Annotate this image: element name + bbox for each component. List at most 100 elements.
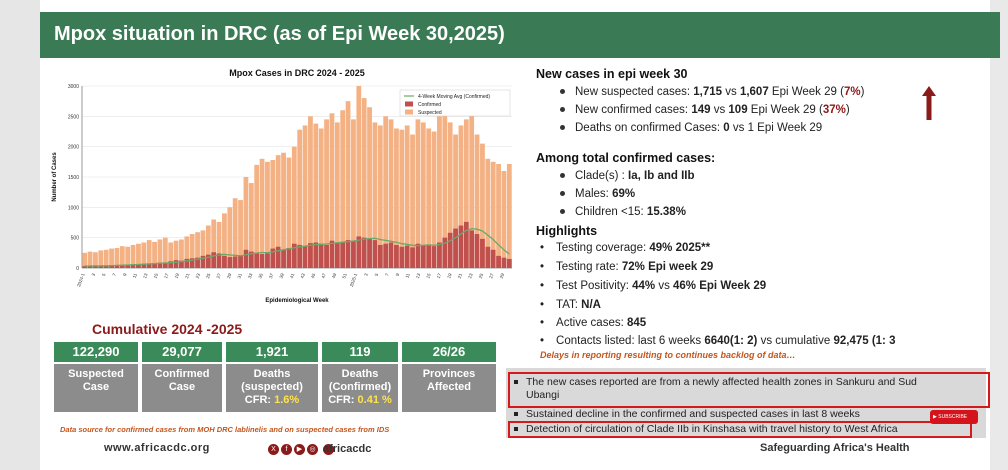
cfr-value: 0.41 % bbox=[357, 394, 392, 406]
bar-confirmed bbox=[340, 241, 346, 268]
bar-confirmed bbox=[93, 266, 98, 268]
y-tick-label: 3000 bbox=[68, 84, 79, 90]
x-tick-label: 9 bbox=[122, 272, 128, 277]
bar-confirmed bbox=[426, 245, 432, 268]
bullet-icon bbox=[514, 412, 518, 417]
bar-confirmed bbox=[485, 246, 491, 268]
x-tick-label: 15 bbox=[153, 272, 160, 279]
bar-suspected bbox=[351, 119, 356, 268]
new-cases-heading: New cases in epi week 30 bbox=[536, 67, 688, 81]
y-tick-label: 2000 bbox=[68, 145, 79, 151]
bar-suspected bbox=[125, 246, 131, 268]
clade-info: Clade(s) : Ia, Ib and IIb bbox=[560, 170, 695, 182]
bar-suspected bbox=[179, 239, 184, 268]
children-info: Children <15: 15.38% bbox=[560, 206, 686, 218]
x-tick-label: 3 bbox=[363, 272, 369, 277]
stat-confirmed-cases: 29,077 Confirmed Case bbox=[142, 342, 222, 412]
instagram-icon[interactable]: ◎ bbox=[307, 444, 318, 456]
subscribe-button[interactable]: ▶ SUBSCRIBE bbox=[930, 410, 978, 424]
highlight-box-clade-iib bbox=[508, 421, 972, 438]
bar-confirmed bbox=[351, 241, 356, 268]
bar-confirmed bbox=[275, 246, 281, 268]
bar-confirmed bbox=[200, 255, 206, 268]
footer-url[interactable]: www.africacdc.org bbox=[104, 442, 210, 454]
bar-confirmed bbox=[179, 260, 184, 268]
bar-confirmed bbox=[222, 255, 227, 268]
test-positivity: • Test Positivity: 44% vs 46% Epi Week 29 bbox=[540, 280, 767, 292]
bar-suspected bbox=[281, 152, 286, 268]
total-confirmed-heading: Among total confirmed cases: bbox=[536, 151, 716, 165]
bar-suspected bbox=[173, 240, 179, 268]
bar-suspected bbox=[286, 157, 292, 268]
x-tick-label: 13 bbox=[142, 272, 149, 279]
contacts-listed: • Contacts listed: last 6 weeks 6640(1: 2… bbox=[540, 335, 896, 347]
x-tick-label: 3 bbox=[91, 272, 97, 277]
stat-label: Deaths (suspected) CFR: 1.6% bbox=[226, 364, 318, 412]
x-tick-label: 15 bbox=[425, 272, 432, 279]
bar-confirmed bbox=[189, 258, 195, 268]
x-tick-label: 47 bbox=[320, 272, 327, 279]
bar-suspected bbox=[205, 225, 211, 268]
bar-confirmed bbox=[404, 245, 410, 268]
bar-suspected bbox=[130, 244, 136, 268]
x-tick-label: 7 bbox=[112, 272, 118, 277]
x-tick-label: 11 bbox=[132, 272, 138, 279]
bullet-icon bbox=[514, 380, 518, 385]
bar-suspected bbox=[469, 113, 475, 268]
bar-suspected bbox=[222, 213, 227, 268]
x-tick-label: 31 bbox=[237, 272, 244, 279]
bar-suspected bbox=[324, 119, 329, 268]
bar-confirmed bbox=[211, 252, 217, 268]
bar-suspected bbox=[356, 86, 362, 268]
bar-confirmed bbox=[130, 264, 136, 268]
youtube-icon[interactable]: ▶ bbox=[294, 444, 305, 456]
bullet-icon bbox=[560, 125, 565, 131]
x-tick-label: 2025-1 bbox=[349, 272, 359, 287]
stat-label: Confirmed Case bbox=[142, 364, 222, 412]
bar-suspected bbox=[265, 161, 270, 268]
x-icon[interactable]: X bbox=[268, 444, 279, 456]
bar-suspected bbox=[184, 236, 190, 268]
bar-confirmed bbox=[313, 242, 319, 268]
bar-suspected bbox=[82, 252, 88, 268]
bar-confirmed bbox=[297, 244, 303, 268]
cumulative-title: Cumulative 2024 -2025 bbox=[92, 321, 243, 337]
bar-confirmed bbox=[87, 265, 93, 268]
y-tick-label: 0 bbox=[76, 266, 79, 272]
bar-confirmed bbox=[216, 253, 222, 268]
facebook-icon[interactable]: f bbox=[281, 444, 292, 456]
bar-confirmed bbox=[173, 260, 179, 268]
new-suspected-cases: New suspected cases: 1,715 vs 1,607 Epi … bbox=[560, 86, 864, 98]
x-tick-label: 29 bbox=[499, 272, 506, 279]
bar-confirmed bbox=[431, 246, 437, 268]
x-tick-label: 23 bbox=[195, 272, 202, 279]
bar-confirmed bbox=[383, 243, 389, 268]
note-new-health-zones: The new cases reported are from a newly … bbox=[514, 376, 917, 388]
bar-suspected bbox=[463, 119, 469, 268]
bar-suspected bbox=[329, 113, 335, 268]
bar-suspected bbox=[119, 246, 125, 268]
bar-suspected bbox=[345, 101, 351, 268]
bar-suspected bbox=[442, 110, 448, 268]
bar-suspected bbox=[248, 183, 254, 268]
bar-suspected bbox=[361, 98, 367, 268]
active-cases: • Active cases: 845 bbox=[540, 317, 647, 329]
bar-suspected bbox=[447, 122, 453, 269]
x-tick-label: 2024-1 bbox=[76, 272, 86, 287]
bar-suspected bbox=[157, 239, 163, 268]
x-tick-label: 43 bbox=[299, 272, 306, 279]
x-tick-label: 7 bbox=[384, 272, 390, 277]
bar-suspected bbox=[383, 116, 389, 268]
bar-confirmed bbox=[474, 234, 480, 268]
cumulative-stats: 122,290 Suspected Case 29,077 Confirmed Ca… bbox=[54, 342, 496, 412]
y-axis-label: Number of Cases bbox=[52, 152, 58, 202]
chart-title: Mpox Cases in DRC 2024 - 2025 bbox=[229, 68, 365, 78]
data-source-note: Data source for confirmed cases from MOH… bbox=[60, 425, 390, 434]
youtube-icon: ▶ bbox=[933, 414, 937, 420]
bar-confirmed bbox=[109, 265, 114, 268]
y-tick-label: 1500 bbox=[68, 175, 79, 181]
stat-suspected-cases: 122,290 Suspected Case bbox=[54, 342, 138, 412]
highlights-heading: Highlights bbox=[536, 224, 598, 238]
bar-confirmed bbox=[125, 264, 131, 268]
x-tick-label: 49 bbox=[331, 272, 338, 279]
